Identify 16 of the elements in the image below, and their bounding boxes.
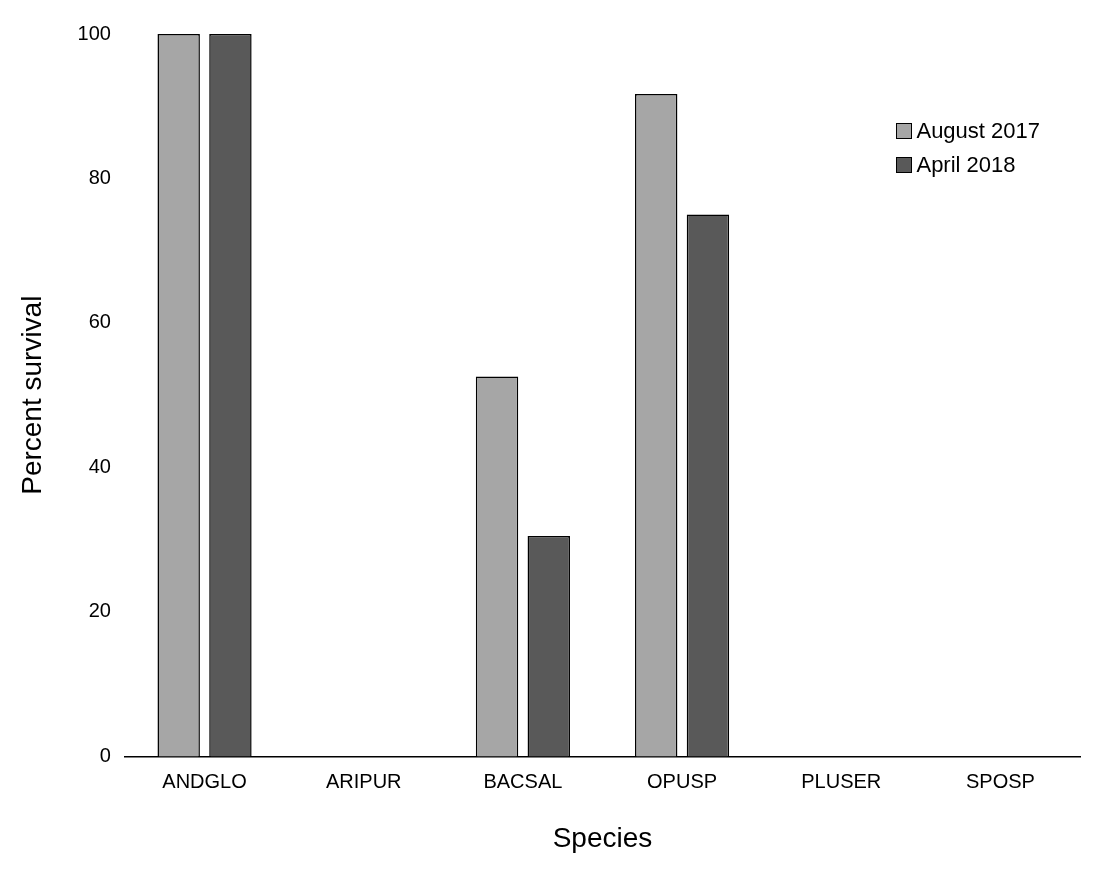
- y-tick-label: 0: [99, 743, 111, 766]
- x-tick-label: BACSAL: [483, 769, 563, 792]
- x-axis-title: Species: [552, 821, 653, 853]
- x-tick-label: ARIPUR: [325, 769, 402, 792]
- x-tick-label: PLUSER: [801, 769, 882, 792]
- x-tick-label: ANDGLO: [162, 769, 247, 792]
- x-tick-label: OPUSP: [647, 769, 718, 792]
- y-tick-label: 100: [77, 21, 111, 44]
- legend-label: April 2018: [916, 152, 1016, 178]
- y-tick-label: 60: [88, 310, 111, 333]
- y-axis-title: Percent survival: [15, 295, 47, 495]
- legend-label: August 2017: [916, 118, 1040, 144]
- y-tick-label: 40: [88, 454, 111, 477]
- y-tick-label: 80: [88, 166, 111, 188]
- x-tick-label: SPOSP: [965, 769, 1035, 792]
- y-tick-label: 20: [88, 599, 111, 622]
